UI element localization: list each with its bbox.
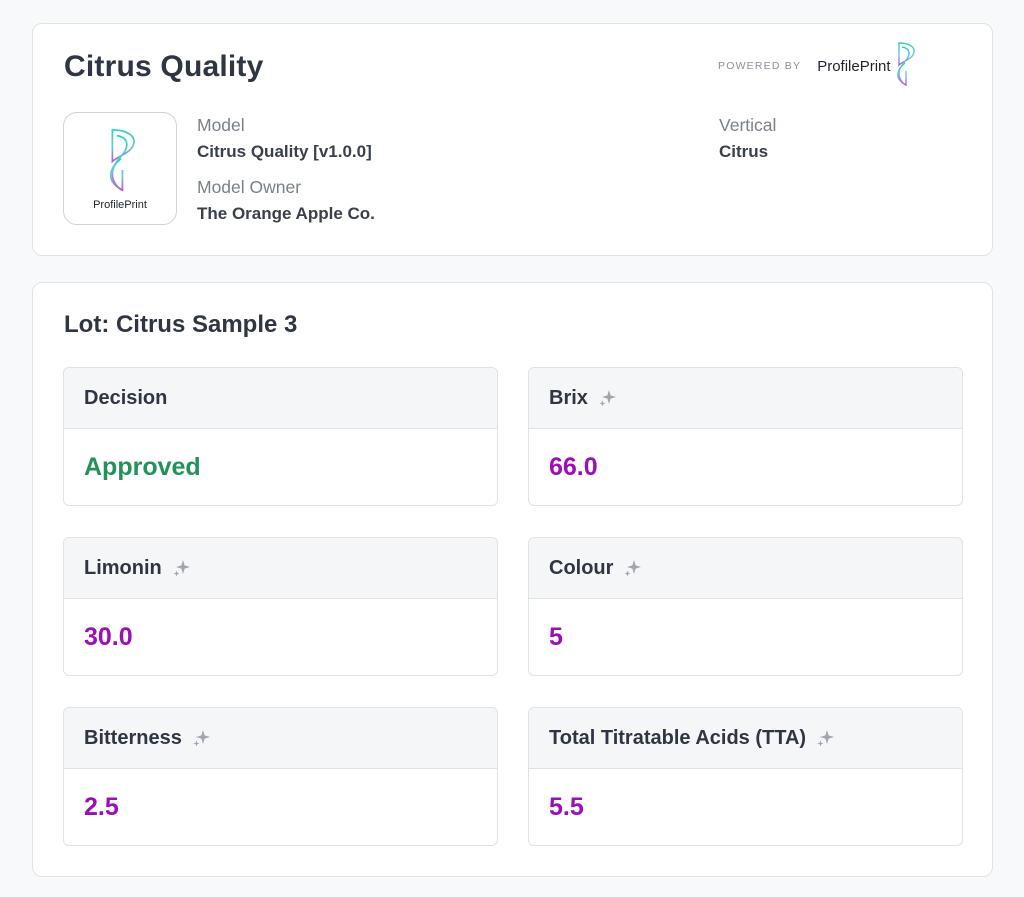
- profileprint-logo-icon: [893, 41, 917, 92]
- metric-label: Decision: [84, 386, 168, 409]
- logo-text: ProfilePrint: [93, 199, 147, 211]
- metric-tta: Total Titratable Acids (TTA) 5.5: [528, 707, 963, 846]
- metric-value: Approved: [84, 453, 201, 481]
- metric-header: Bitterness: [64, 708, 497, 769]
- metric-value: 5.5: [549, 793, 584, 821]
- metric-value: 5: [549, 623, 563, 651]
- model-owner-value: The Orange Apple Co.: [197, 204, 375, 223]
- model-logo: ProfilePrint: [63, 112, 177, 225]
- metric-decision: Decision Approved: [63, 367, 498, 506]
- metric-colour: Colour 5: [528, 537, 963, 676]
- metric-label: Bitterness: [84, 726, 182, 749]
- vertical-value: Citrus: [719, 142, 769, 161]
- metric-label: Total Titratable Acids (TTA): [549, 726, 807, 749]
- sparkle-icon: [172, 558, 192, 578]
- model-card: Citrus Quality POWERED BY ProfilePrint: [32, 23, 993, 256]
- lot-card: Lot: Citrus Sample 3 Decision Approved B…: [32, 282, 993, 877]
- metric-label: Colour: [549, 556, 614, 579]
- metric-header: Limonin: [64, 538, 497, 599]
- page-title: Citrus Quality: [64, 50, 264, 83]
- metric-brix: Brix 66.0: [528, 367, 963, 506]
- metric-value: 30.0: [84, 623, 133, 651]
- powered-by-brand: ProfilePrint: [817, 57, 891, 75]
- sparkle-icon: [192, 728, 212, 748]
- metric-header: Colour: [529, 538, 962, 599]
- sparkle-icon: [623, 558, 643, 578]
- metric-header: Brix: [529, 368, 962, 429]
- profileprint-logo-icon: [109, 129, 135, 192]
- model-owner-label: Model Owner: [197, 177, 302, 197]
- metric-value: 66.0: [549, 453, 598, 481]
- powered-by: POWERED BY ProfilePrint: [718, 41, 917, 88]
- metric-header: Decision: [64, 368, 497, 429]
- lot-title: Lot: Citrus Sample 3: [64, 311, 298, 338]
- sparkle-icon: [598, 388, 618, 408]
- metric-label: Brix: [549, 386, 588, 409]
- metric-bitterness: Bitterness 2.5: [63, 707, 498, 846]
- model-label: Model: [197, 115, 245, 135]
- metric-label: Limonin: [84, 556, 162, 579]
- powered-by-label: POWERED BY: [718, 60, 802, 72]
- model-value: Citrus Quality [v1.0.0]: [197, 142, 372, 161]
- sparkle-icon: [816, 728, 836, 748]
- metric-header: Total Titratable Acids (TTA): [529, 708, 962, 769]
- vertical-label: Vertical: [719, 115, 777, 135]
- metric-limonin: Limonin 30.0: [63, 537, 498, 676]
- metric-value: 2.5: [84, 793, 119, 821]
